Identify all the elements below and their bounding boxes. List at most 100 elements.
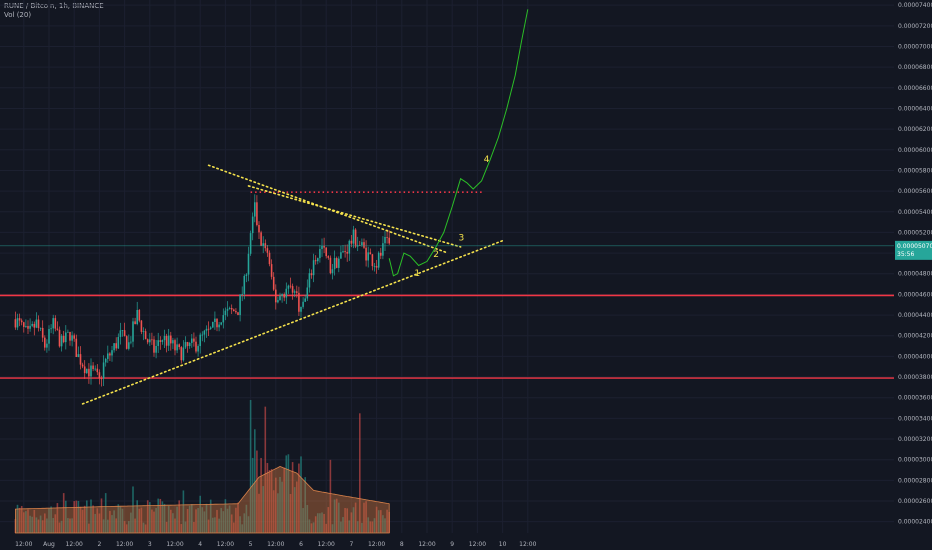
candle-body xyxy=(333,258,336,270)
volume-bar xyxy=(178,500,180,533)
volume-bar xyxy=(90,499,92,533)
volume-bar xyxy=(195,509,197,533)
volume-bar xyxy=(382,515,384,533)
candle-body xyxy=(121,330,124,332)
candle-body xyxy=(279,295,281,301)
candle-body xyxy=(308,273,311,288)
time-tick-label: 12:00 xyxy=(519,541,536,548)
candle-body xyxy=(35,319,38,328)
candle-body xyxy=(373,265,376,267)
volume-bar xyxy=(75,500,78,533)
volume-bar xyxy=(67,518,69,533)
volume-moving-average xyxy=(15,466,390,534)
support-resistance-levels xyxy=(0,191,894,379)
volume-bar xyxy=(277,493,279,533)
candle-body xyxy=(39,327,42,329)
candle-body xyxy=(90,365,92,377)
volume-bar xyxy=(117,504,120,533)
candle-body xyxy=(23,322,25,327)
volume-bar xyxy=(184,521,187,533)
volume-bar xyxy=(186,509,189,533)
volume-bar xyxy=(149,502,151,533)
candle-body xyxy=(128,342,130,349)
volume-bar xyxy=(128,521,130,533)
candle-body xyxy=(363,242,365,248)
volume-bar xyxy=(35,517,38,533)
volume-bar xyxy=(109,510,111,533)
time-tick-label: 4 xyxy=(198,541,202,548)
candle-body xyxy=(361,242,363,246)
volume-bar xyxy=(65,500,67,533)
price-tick-label: 0.00003400 xyxy=(898,415,932,422)
price-tick-label: 0.00005400 xyxy=(898,209,932,216)
candle-body xyxy=(113,343,115,351)
candle-body xyxy=(62,335,65,343)
volume-bar xyxy=(104,493,107,533)
candle-body xyxy=(340,252,342,259)
candle-body xyxy=(56,328,59,330)
price-tick-label: 0.00004600 xyxy=(898,291,932,298)
volume-bar xyxy=(310,523,313,533)
candle-body xyxy=(237,312,239,316)
volume-bar xyxy=(300,456,302,533)
volume-bar xyxy=(182,490,185,533)
candle-body xyxy=(191,338,193,343)
candle-body xyxy=(117,336,120,349)
candle-body xyxy=(329,257,332,274)
volume-bar xyxy=(365,501,367,533)
volume-bar xyxy=(319,513,321,533)
price-tick-label: 0.00004400 xyxy=(898,312,932,319)
candle-body xyxy=(344,251,346,253)
candle-body xyxy=(382,243,384,256)
volume-bar xyxy=(279,476,281,533)
time-tick-label: 9 xyxy=(450,541,454,548)
candle-body xyxy=(300,306,302,312)
volume-bar xyxy=(121,508,124,533)
candle-body xyxy=(256,202,258,226)
candle-body xyxy=(249,233,252,254)
candle-body xyxy=(25,325,27,327)
volume-bar xyxy=(375,506,378,533)
price-axis[interactable]: 0.00002400 0.00002600 0.00002800 0.00003000… xyxy=(898,2,932,526)
volume-bar xyxy=(188,505,191,533)
candle-body xyxy=(83,366,86,374)
candle-body xyxy=(167,335,170,346)
volume-bar xyxy=(354,502,357,533)
volume-bar xyxy=(111,515,113,533)
volume-bar xyxy=(125,524,128,533)
candle-body xyxy=(375,265,378,268)
volume-bar xyxy=(37,519,40,533)
volume-bar xyxy=(363,502,365,533)
volume-bar xyxy=(115,518,117,533)
candle-body xyxy=(119,330,122,337)
price-tick-label: 0.00004000 xyxy=(898,353,932,360)
candle-body xyxy=(335,258,338,268)
volume-bar xyxy=(312,522,315,533)
candle-body xyxy=(289,285,292,287)
time-tick-label: 12:00 xyxy=(368,541,385,548)
volume-bar xyxy=(317,513,319,533)
volume-bar xyxy=(241,524,243,533)
volume-bar xyxy=(33,509,36,533)
volume-bar xyxy=(209,499,212,533)
candle-body xyxy=(197,346,199,352)
volume-bar xyxy=(23,512,25,533)
volume-bar xyxy=(356,521,359,533)
volume-bar xyxy=(113,510,115,533)
price-tick-label: 0.00003600 xyxy=(898,395,932,402)
volume-bar xyxy=(98,513,101,533)
price-tick-label: 0.00002800 xyxy=(898,477,932,484)
time-axis[interactable]: 12:00 Aug 12:00 2 12:00 3 12:00 4 12:00 5 12:00 6 12… xyxy=(15,541,536,548)
candle-body xyxy=(149,339,151,343)
volume-bar xyxy=(157,498,159,533)
volume-bar xyxy=(20,505,23,533)
volume-bar xyxy=(27,509,29,533)
volume-bar xyxy=(151,509,153,533)
wave-label: 1 xyxy=(414,269,420,279)
projection-path xyxy=(388,9,529,277)
candle-body xyxy=(81,364,84,367)
price-tick-label: 0.00005200 xyxy=(898,229,932,236)
volume-bar xyxy=(140,507,143,533)
volume-bar xyxy=(39,515,42,533)
